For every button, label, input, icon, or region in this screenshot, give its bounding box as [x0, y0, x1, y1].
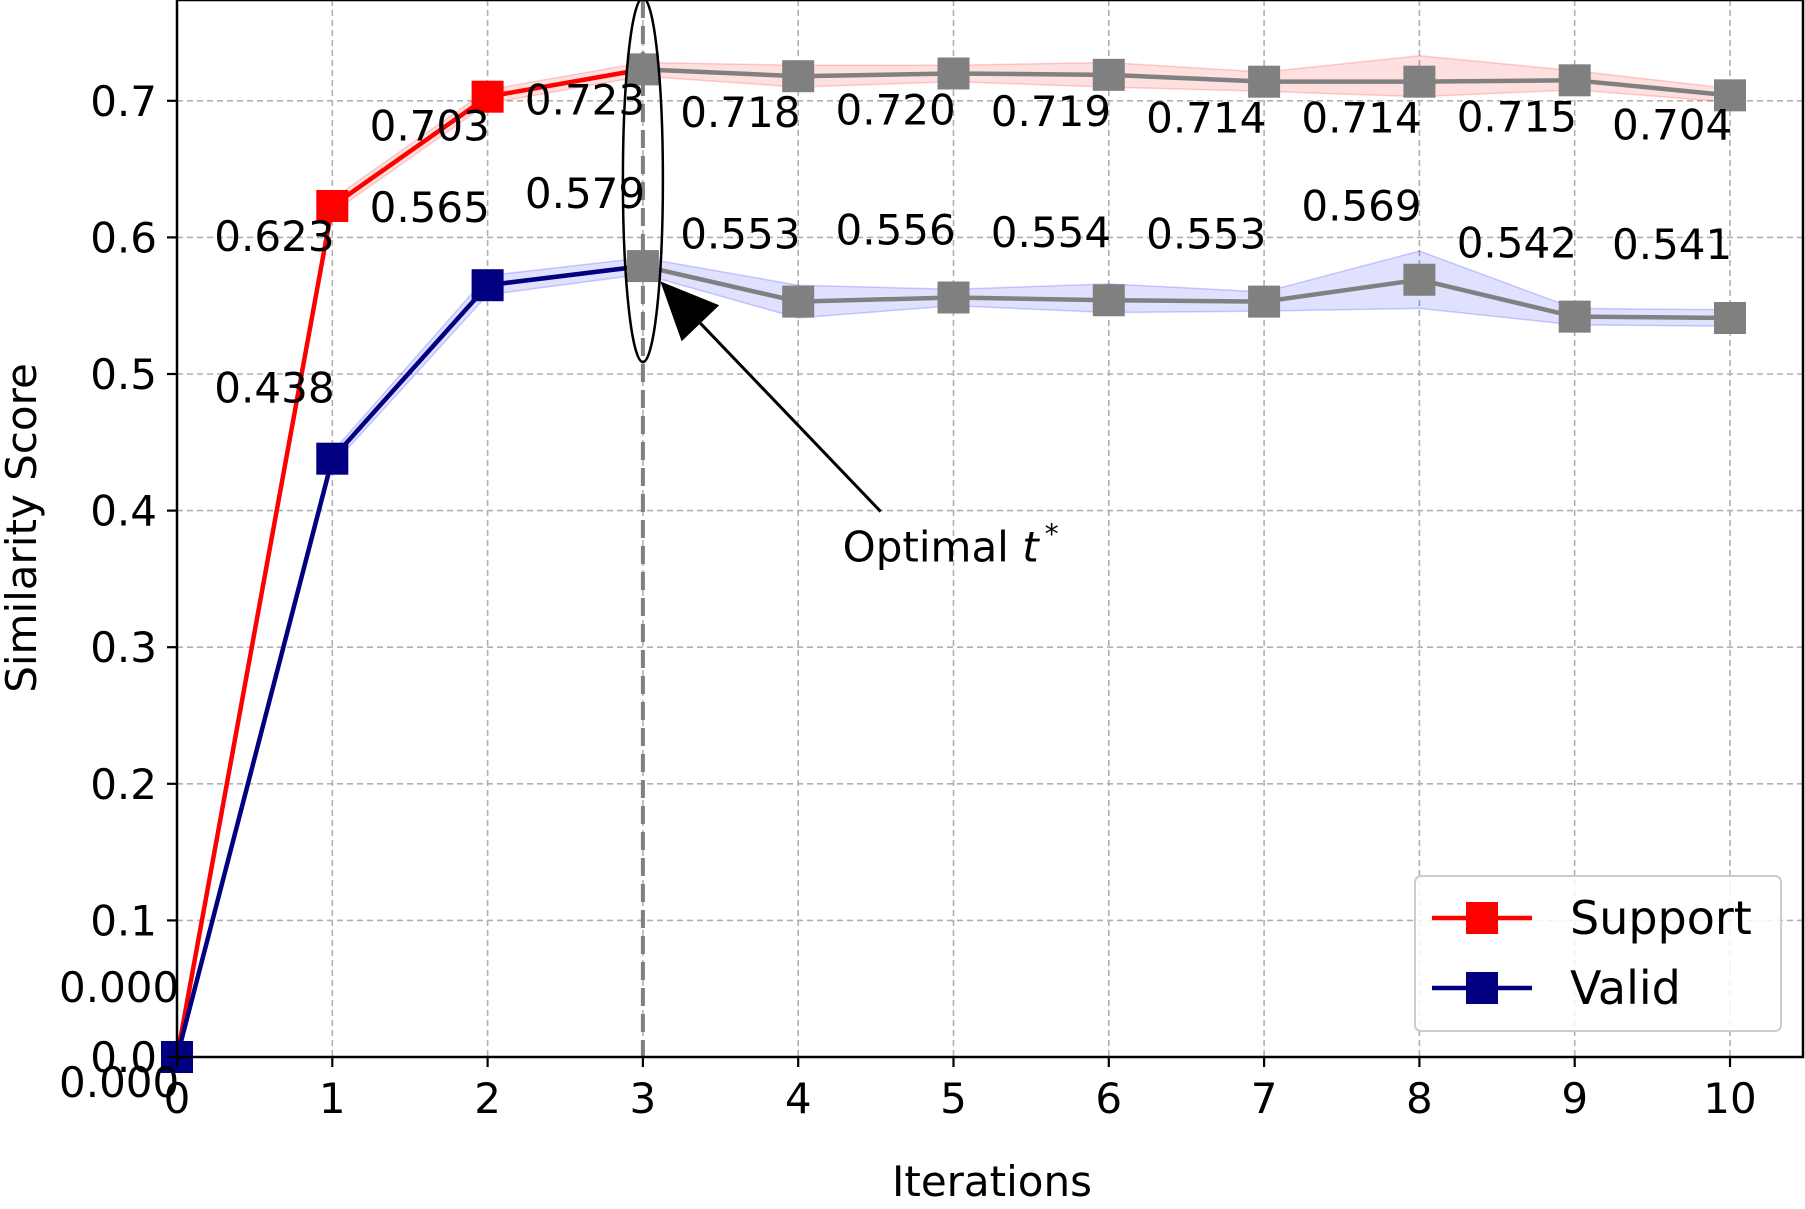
- series-lines: [174, 67, 1731, 1058]
- data-label-1-5: 0.556: [836, 206, 956, 255]
- series-markers: [161, 53, 1746, 1073]
- x-tick-label-4: 4: [785, 1074, 812, 1123]
- x-axis-label: Iterations: [892, 1157, 1092, 1204]
- x-tick-label-5: 5: [940, 1074, 967, 1123]
- marker-0-2: [471, 80, 504, 113]
- data-label-0-6: 0.719: [991, 87, 1111, 136]
- marker-1-6: [1092, 284, 1125, 317]
- x-tick-label-0: 0: [164, 1074, 191, 1123]
- legend-box: [1414, 875, 1782, 1032]
- legend: Support Valid: [1414, 875, 1782, 1032]
- y-tick-label-5: 0.5: [90, 350, 157, 399]
- marker-1-5: [937, 281, 970, 314]
- data-label-1-10: 0.541: [1612, 220, 1732, 269]
- x-tick-label-9: 9: [1561, 1074, 1588, 1123]
- x-tick-label-8: 8: [1406, 1074, 1433, 1123]
- marker-0-9: [1558, 64, 1591, 97]
- marker-1-7: [1248, 285, 1281, 318]
- marker-0-10: [1714, 79, 1746, 112]
- data-label-1-9: 0.542: [1457, 219, 1577, 268]
- x-tick-label-10: 10: [1703, 1074, 1756, 1123]
- marker-1-2: [471, 269, 504, 302]
- marker-1-10: [1714, 301, 1746, 334]
- series-line-after-0: [642, 67, 1731, 98]
- annotation-arrow-shaft: [699, 322, 882, 513]
- optimal-highlight-ellipse: [621, 0, 665, 364]
- data-label-1-2: 0.565: [370, 183, 490, 232]
- data-label-0-0: 0.000: [59, 963, 179, 1012]
- data-label-0-8: 0.714: [1301, 94, 1421, 143]
- y-tick-label-3: 0.3: [90, 623, 157, 672]
- x-tick-label-6: 6: [1095, 1074, 1122, 1123]
- axes-frame: [175, 0, 1805, 1059]
- annotation-label: Optimal t *: [843, 518, 1059, 572]
- y-tick-label-7: 0.7: [90, 77, 157, 126]
- marker-1-4: [782, 285, 815, 318]
- legend-label-0: Support: [1570, 891, 1752, 945]
- data-label-1-1: 0.438: [214, 364, 334, 413]
- data-label-1-3: 0.579: [525, 169, 645, 218]
- legend-label-1: Valid: [1570, 961, 1681, 1015]
- series-line-0: [174, 67, 644, 1058]
- x-tick-label-2: 2: [474, 1074, 501, 1123]
- series-line-after-1: [642, 263, 1731, 321]
- data-label-0-5: 0.720: [836, 85, 956, 134]
- marker-0-3: [626, 53, 659, 86]
- data-label-0-7: 0.714: [1146, 94, 1266, 143]
- x-tick-label-7: 7: [1251, 1074, 1278, 1123]
- x-tick-label-3: 3: [630, 1074, 657, 1123]
- y-axis-label: Similarity Score: [0, 363, 46, 693]
- data-label-1-0: 0.000: [59, 1058, 179, 1107]
- axis-ticks: 0 1 2 3 4 5 6 7 8 9 10 0.0 0.1 0.2 0.3 0.4 0.5 0.6 0.7: [90, 77, 1757, 1123]
- series-line-1: [174, 263, 644, 1058]
- legend-marker-0: [1466, 902, 1498, 934]
- data-label-0-1: 0.623: [214, 212, 334, 261]
- data-label-1-8: 0.569: [1301, 182, 1421, 231]
- data-label-0-9: 0.715: [1457, 92, 1577, 141]
- marker-1-1: [316, 442, 349, 475]
- marker-1-8: [1403, 263, 1436, 296]
- data-label-1-7: 0.553: [1146, 210, 1266, 259]
- marker-0-1: [316, 189, 349, 222]
- marker-0-5: [937, 57, 970, 90]
- data-label-0-10: 0.704: [1612, 100, 1732, 149]
- x-tick-label-1: 1: [319, 1074, 346, 1123]
- marker-0-6: [1092, 58, 1125, 91]
- data-label-0-2: 0.703: [370, 102, 490, 151]
- marker-1-9: [1558, 300, 1591, 333]
- data-label-0-4: 0.718: [680, 88, 800, 137]
- optimal-annotation: Optimal t *: [660, 281, 1059, 572]
- y-tick-label-2: 0.2: [90, 760, 157, 809]
- y-tick-label-0: 0.0: [90, 1033, 157, 1082]
- y-tick-label-1: 0.1: [90, 896, 157, 945]
- marker-0-7: [1248, 65, 1281, 98]
- annotation-arrow-head: [660, 281, 720, 342]
- data-label-1-4: 0.553: [680, 210, 800, 259]
- plot-frame: [175, 0, 1805, 1059]
- marker-0-8: [1403, 65, 1436, 98]
- legend-marker-1: [1466, 972, 1498, 1004]
- marker-0-4: [782, 60, 815, 93]
- marker-1-3: [626, 250, 659, 283]
- data-label-1-6: 0.554: [991, 208, 1111, 257]
- y-tick-label-4: 0.4: [90, 487, 157, 536]
- y-tick-label-6: 0.6: [90, 213, 157, 262]
